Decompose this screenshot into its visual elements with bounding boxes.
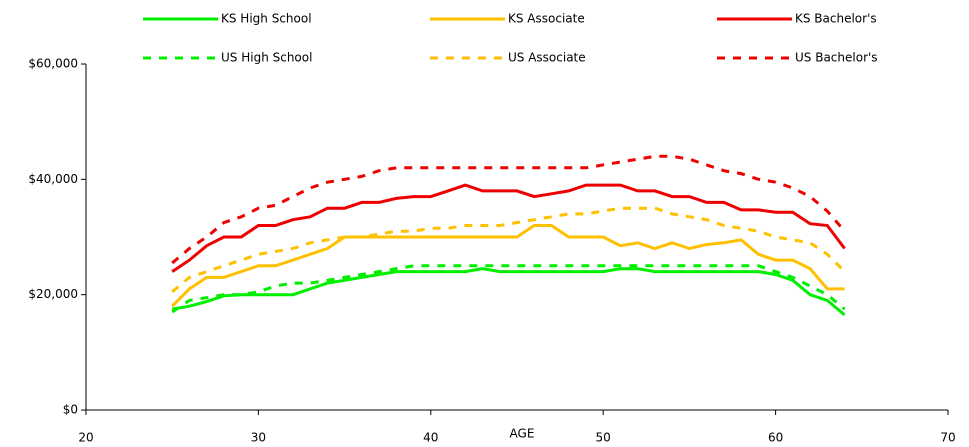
legend-label: KS High School [221,12,312,26]
x-axis-label: AGE [510,427,535,441]
legend-label: KS Bachelor's [795,12,877,26]
line-series [171,224,845,308]
x-tick-label: 70 [940,431,955,445]
y-tick-label: $60,000 [28,57,78,71]
y-tick-label: $40,000 [28,172,78,186]
line-series [171,264,846,314]
legend-label: US Associate [508,51,586,65]
line-series [171,183,846,273]
y-tick-label: $0 [63,403,78,417]
legend-label: KS Associate [508,12,585,26]
line-series [171,154,846,265]
line-series [171,206,846,293]
x-tick-label: 20 [78,431,93,445]
legend-label: US High School [221,51,312,65]
y-tick-label: $20,000 [28,287,78,301]
legend-label: US Bachelor's [795,51,878,65]
x-tick-label: 30 [251,431,266,445]
x-tick-label: 40 [423,431,438,445]
x-tick-label: 60 [768,431,783,445]
x-tick-label: 50 [596,431,611,445]
line-series [171,267,846,317]
